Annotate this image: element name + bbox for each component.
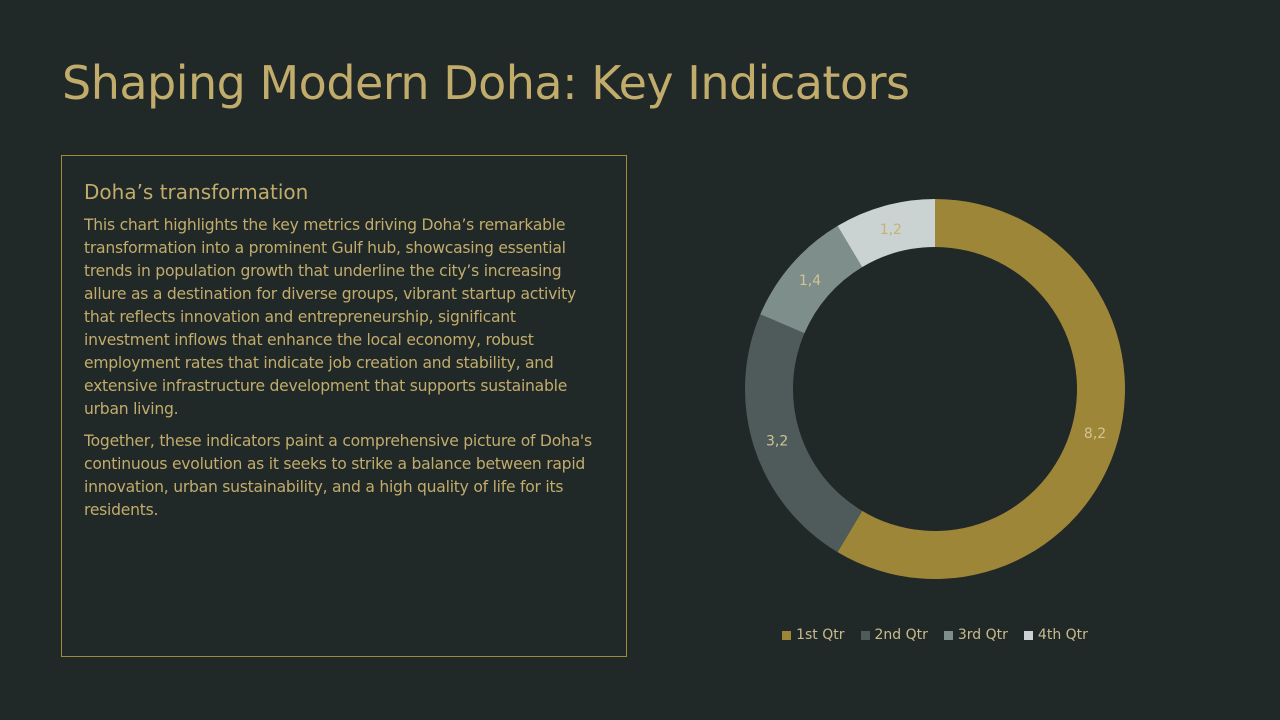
legend-item-3: 3rd Qtr bbox=[943, 627, 1008, 643]
data-label-4: 1,2 bbox=[880, 222, 902, 238]
panel-paragraph-1: This chart highlights the key metrics dr… bbox=[84, 216, 576, 418]
legend-label: 1st Qtr bbox=[796, 627, 845, 643]
legend-swatch bbox=[782, 630, 792, 640]
legend-item-2: 2nd Qtr bbox=[860, 627, 928, 643]
donut-slice-3 bbox=[760, 225, 863, 334]
donut-slice-1 bbox=[837, 199, 1125, 579]
donut-slices bbox=[745, 199, 1125, 579]
legend-label: 2nd Qtr bbox=[874, 627, 928, 643]
legend-item-1: 1st Qtr bbox=[782, 627, 845, 643]
donut-data-labels: 8,2 3,2 1,4 1,2 bbox=[766, 222, 1106, 449]
chart-legend: 1st Qtr 2nd Qtr 3rd Qtr 4th Qtr bbox=[680, 627, 1190, 643]
data-label-2: 3,2 bbox=[766, 433, 788, 449]
legend-swatch bbox=[943, 630, 953, 640]
donut-slice-2 bbox=[745, 314, 863, 553]
legend-swatch bbox=[860, 630, 870, 640]
slide-title: Shaping Modern Doha: Key Indicators bbox=[62, 56, 910, 110]
legend-label: 3rd Qtr bbox=[957, 627, 1008, 643]
legend-swatch bbox=[1023, 630, 1033, 640]
legend-item-4: 4th Qtr bbox=[1023, 627, 1088, 643]
panel-paragraph-2: Together, these indicators paint a compr… bbox=[84, 432, 592, 519]
donut-slice-4 bbox=[837, 199, 935, 268]
data-label-3: 1,4 bbox=[799, 273, 821, 289]
legend-label: 4th Qtr bbox=[1037, 627, 1088, 643]
panel-heading: Doha’s transformation bbox=[84, 180, 309, 204]
text-panel: Doha’s transformation This chart highlig… bbox=[61, 155, 627, 657]
data-label-1: 8,2 bbox=[1084, 426, 1106, 442]
